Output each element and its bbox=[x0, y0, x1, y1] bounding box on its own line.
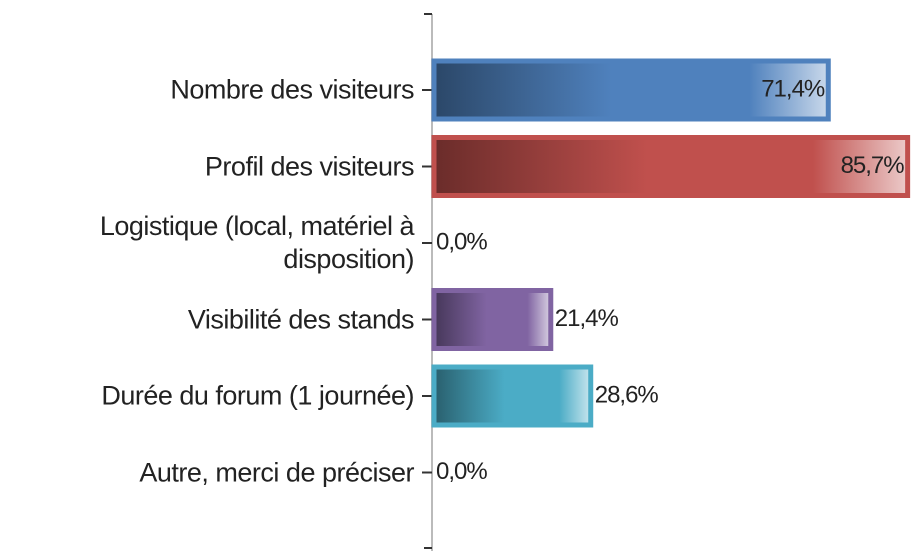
category-label: Durée du forum (1 journée) bbox=[101, 380, 414, 411]
category-label: Nombre des visiteurs bbox=[170, 74, 414, 105]
bar bbox=[431, 364, 594, 428]
category-label: Autre, merci de préciser bbox=[139, 457, 414, 487]
value-label: 71,4% bbox=[761, 75, 825, 102]
value-label: 0,0% bbox=[436, 458, 487, 485]
category-label: Visibilité des stands bbox=[187, 304, 415, 334]
bar bbox=[431, 288, 554, 351]
category-label: Logistique (local, matériel à dispositio… bbox=[99, 211, 415, 274]
value-label: 85,7% bbox=[841, 152, 905, 179]
value-label: 21,4% bbox=[555, 305, 619, 332]
category-label: Profil des visiteurs bbox=[204, 151, 415, 181]
bar bbox=[431, 58, 831, 122]
value-label: 28,6% bbox=[595, 381, 659, 408]
bar bbox=[431, 135, 911, 198]
value-label: 0,0% bbox=[436, 228, 487, 255]
